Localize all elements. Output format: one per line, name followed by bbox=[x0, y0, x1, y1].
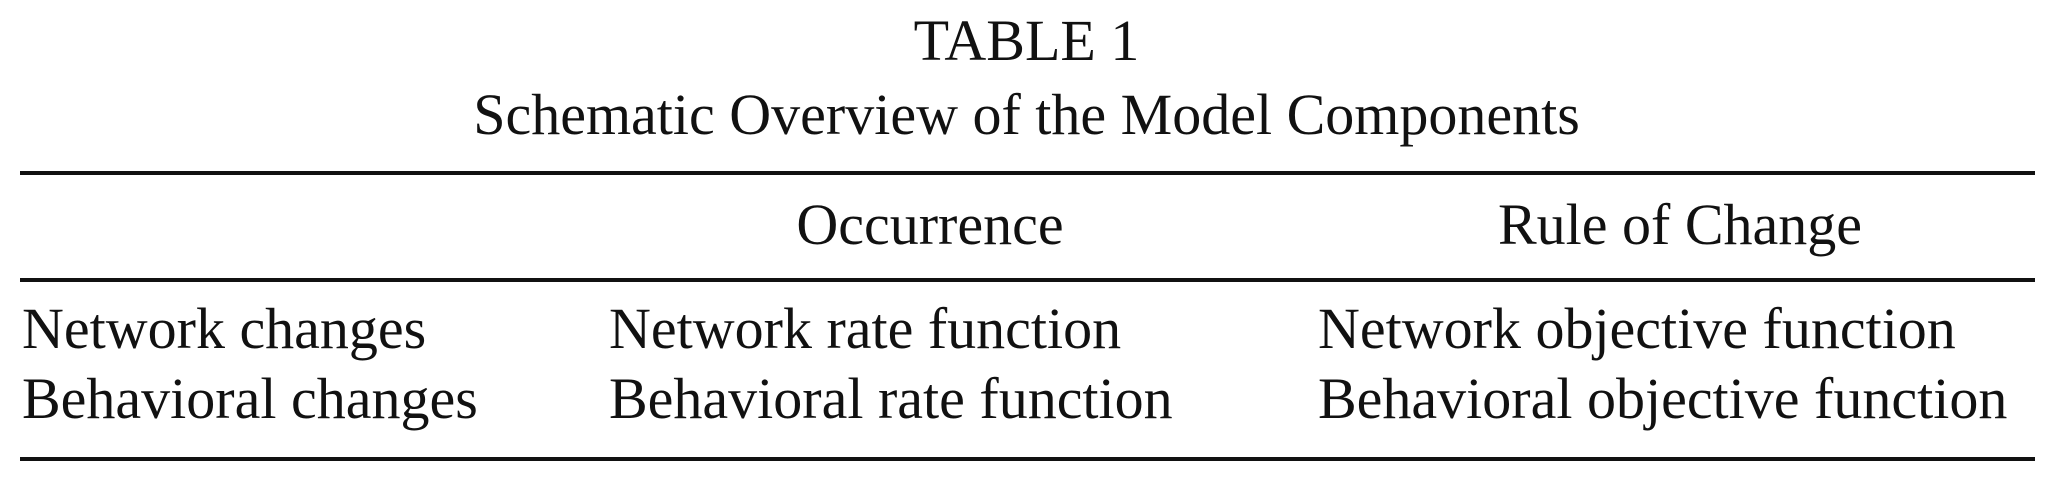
table-title: Schematic Overview of the Model Componen… bbox=[473, 82, 1580, 147]
occurrence-cell: Behavioral rate function bbox=[609, 366, 1173, 431]
header-rule bbox=[20, 278, 2035, 282]
column-header-occurrence: Occurrence bbox=[796, 192, 1064, 257]
table-row: Network changes Network rate function Ne… bbox=[0, 294, 2053, 364]
table-row: Behavioral changes Behavioral rate funct… bbox=[0, 364, 2053, 434]
bottom-rule bbox=[20, 457, 2035, 461]
row-label: Network changes bbox=[22, 296, 427, 361]
rule-of-change-cell: Behavioral objective function bbox=[1318, 366, 2008, 431]
row-label: Behavioral changes bbox=[22, 366, 478, 431]
top-rule bbox=[20, 171, 2035, 175]
rule-of-change-cell: Network objective function bbox=[1318, 296, 1956, 361]
column-header-rule-of-change: Rule of Change bbox=[1497, 192, 1863, 257]
occurrence-cell: Network rate function bbox=[609, 296, 1122, 361]
table-label: TABLE 1 bbox=[913, 8, 1140, 73]
